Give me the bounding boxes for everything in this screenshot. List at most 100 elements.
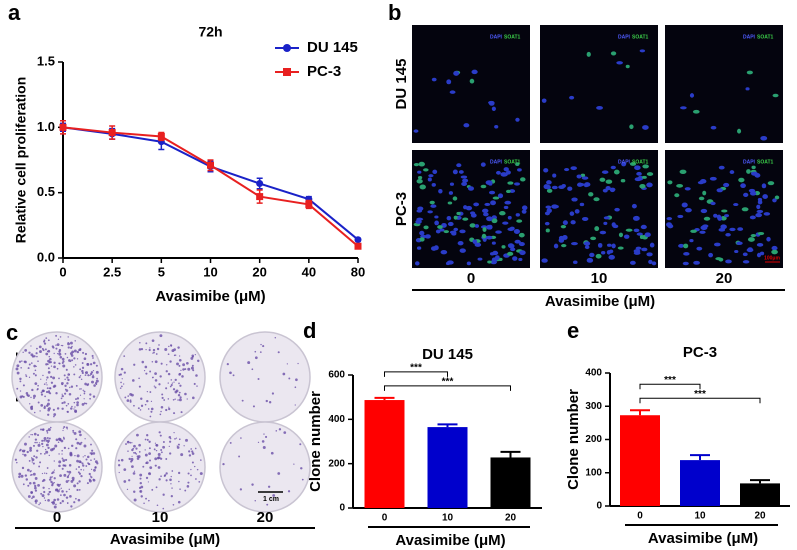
colony	[59, 488, 61, 490]
colony	[63, 425, 66, 428]
colony	[36, 449, 39, 452]
colony	[61, 394, 64, 398]
colony	[184, 368, 187, 371]
colony	[193, 382, 196, 385]
colony	[126, 440, 130, 444]
colony	[48, 355, 51, 358]
cell-nucleus	[439, 228, 445, 232]
colony	[282, 372, 286, 376]
colony	[179, 396, 182, 399]
colony	[45, 450, 49, 454]
colony	[92, 357, 94, 359]
cell-nucleus	[674, 193, 680, 198]
colony	[71, 405, 73, 408]
cell-nucleus	[610, 165, 616, 170]
colony	[75, 398, 77, 401]
cell-nucleus	[518, 242, 525, 247]
colony	[297, 362, 299, 365]
bar	[364, 400, 405, 508]
colony	[165, 408, 168, 412]
cell-nucleus	[417, 206, 424, 211]
colony	[24, 349, 28, 352]
colony	[123, 355, 126, 357]
error-bar	[690, 454, 710, 461]
colony	[55, 438, 59, 442]
colony	[144, 438, 147, 441]
cell-nucleus	[646, 252, 653, 257]
colony	[275, 430, 278, 432]
cell-nucleus	[679, 169, 687, 175]
cell-nucleus	[474, 242, 482, 247]
colony	[18, 472, 22, 476]
colony	[56, 407, 60, 410]
colony	[49, 387, 52, 390]
colony	[28, 363, 31, 366]
colony	[83, 402, 86, 405]
colony	[90, 443, 92, 446]
cell-nucleus	[494, 125, 499, 129]
colony	[30, 396, 32, 399]
cell-nucleus	[757, 200, 763, 205]
cell-nucleus	[746, 70, 753, 75]
y-tick-label: 100	[585, 467, 602, 478]
cell-nucleus	[718, 165, 725, 170]
colony	[196, 385, 198, 387]
cell-nucleus	[521, 205, 528, 211]
significance-label: ***	[664, 375, 676, 386]
cell-nucleus	[762, 194, 768, 200]
channel-label: DAPI	[743, 34, 756, 40]
colony	[53, 415, 55, 418]
cell-nucleus	[623, 234, 630, 239]
colony	[229, 441, 232, 444]
colony	[169, 440, 172, 443]
colony	[158, 431, 161, 434]
colony	[52, 385, 56, 388]
colony	[70, 444, 74, 448]
colony	[31, 458, 35, 462]
colony	[88, 472, 91, 476]
colony	[41, 439, 44, 442]
colony	[34, 441, 37, 444]
colony	[229, 371, 232, 375]
cell-nucleus	[699, 179, 707, 184]
colony	[120, 367, 124, 371]
cell-nucleus	[449, 182, 455, 186]
colony	[191, 452, 195, 455]
colony	[195, 478, 197, 480]
colony	[129, 400, 132, 403]
cell-nucleus	[676, 184, 684, 188]
cell-nucleus	[561, 243, 567, 248]
colony	[177, 471, 181, 475]
colony	[133, 444, 136, 448]
cell-nucleus	[710, 125, 717, 130]
cell-nucleus	[501, 245, 506, 249]
colony	[33, 394, 36, 398]
colony	[16, 364, 20, 368]
cell-nucleus	[495, 170, 501, 175]
bar	[620, 415, 660, 506]
colony	[61, 393, 63, 395]
colony	[75, 447, 78, 450]
colony	[154, 457, 158, 461]
cell-nucleus	[757, 231, 765, 236]
colony	[138, 450, 141, 453]
panel-label: d	[303, 318, 316, 343]
colony	[87, 462, 89, 465]
colony	[61, 453, 63, 455]
colony	[149, 347, 151, 349]
colony	[148, 459, 152, 462]
colony	[39, 461, 42, 464]
colony	[92, 369, 95, 372]
colony	[88, 478, 91, 481]
colony	[176, 362, 179, 366]
cell-nucleus	[416, 217, 424, 221]
colony	[144, 365, 148, 369]
colony	[177, 393, 181, 397]
colony	[168, 445, 170, 447]
colony	[138, 385, 141, 388]
colony	[277, 472, 281, 475]
cell-nucleus	[632, 215, 640, 221]
colony	[46, 376, 49, 379]
x-tick-label: 2.5	[103, 264, 121, 279]
significance-bracket	[639, 397, 761, 404]
